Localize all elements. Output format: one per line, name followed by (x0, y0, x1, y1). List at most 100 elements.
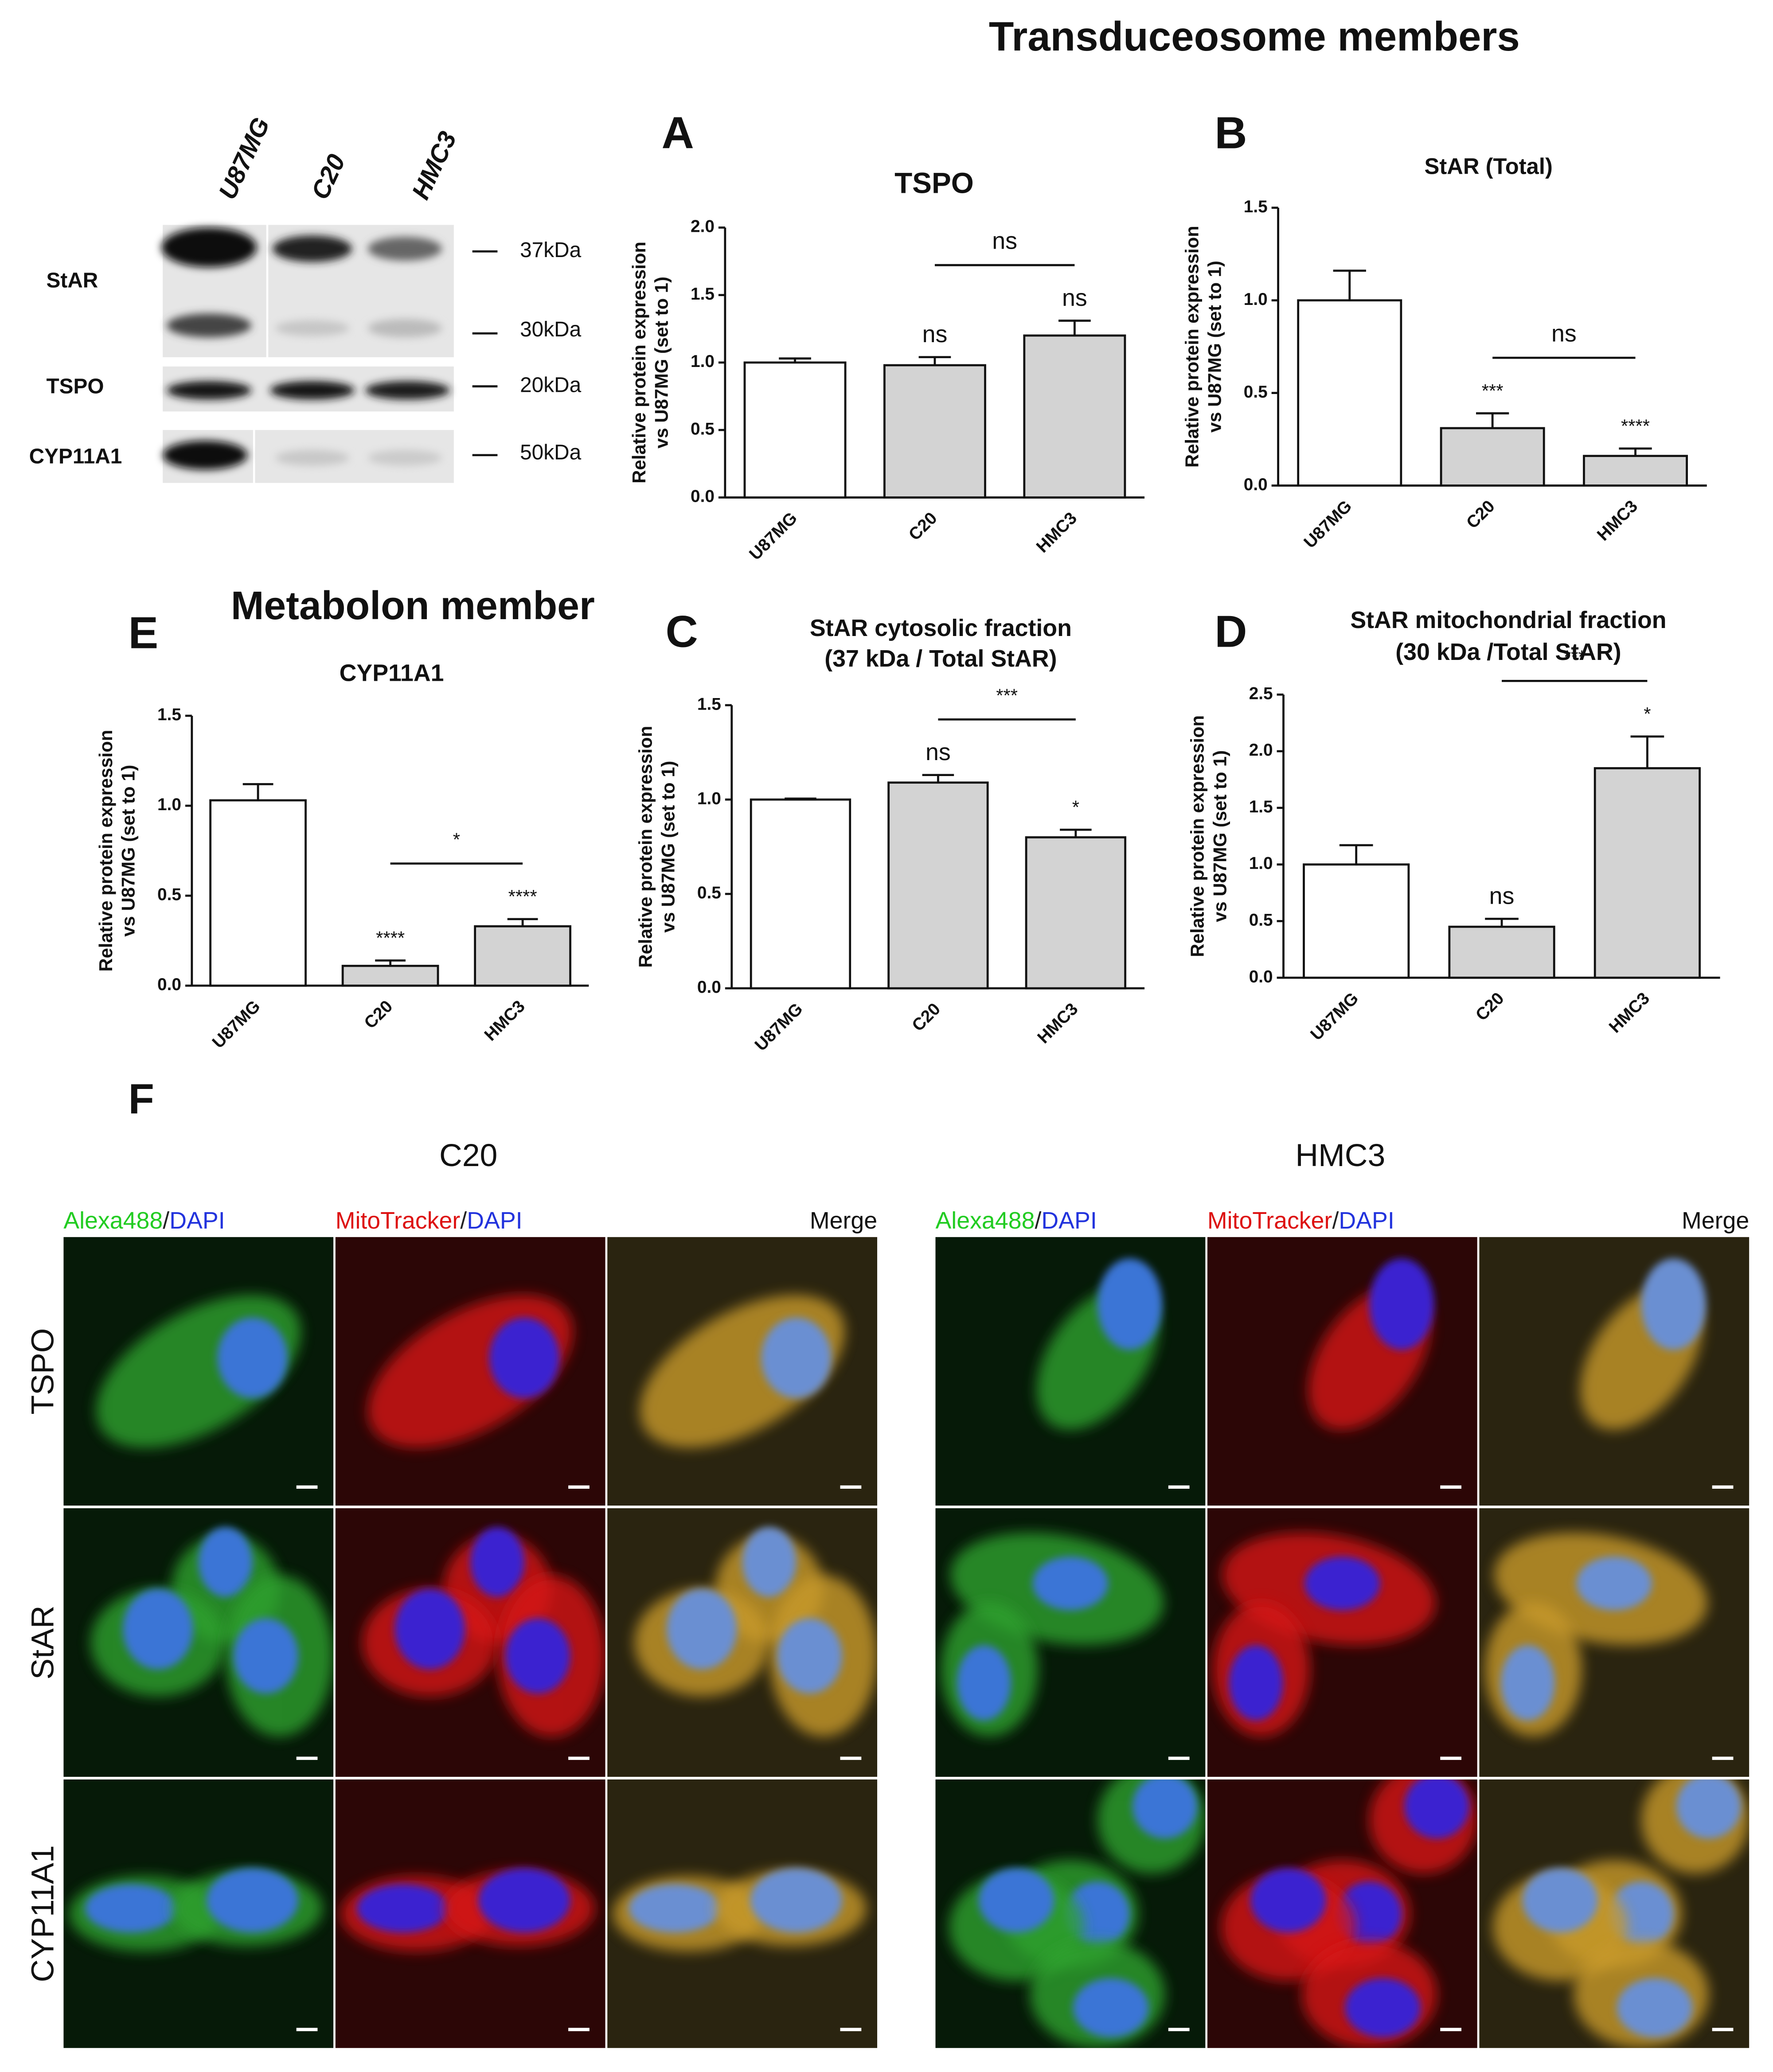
y-tick-label: 0.0 (697, 978, 721, 997)
error-bar (507, 918, 538, 926)
y-axis-label: vs U87MG (set to 1) (657, 761, 678, 933)
cell-nucleus (1404, 1779, 1469, 1839)
bar (1593, 767, 1701, 979)
header-part: DAPI (1339, 1207, 1394, 1234)
bar (743, 361, 847, 499)
y-tick-label: 1.5 (1249, 797, 1273, 816)
header-part: DAPI (1041, 1207, 1097, 1234)
chart-title: CYP11A1 (340, 660, 444, 687)
significance-label: ns (1062, 285, 1087, 311)
y-tick-label: 2.5 (1249, 684, 1273, 703)
error-bar (1060, 828, 1092, 838)
micrograph (335, 1779, 605, 2048)
error-bar (785, 797, 816, 800)
marker-label: 20kDa (520, 373, 581, 397)
y-tick-label: 1.0 (157, 795, 181, 814)
bar (1297, 299, 1402, 487)
cell-nucleus (470, 1527, 524, 1597)
y-axis-label: Relative protein expression (629, 242, 649, 484)
header-part: / (1332, 1207, 1339, 1234)
cell-nucleus (957, 1645, 1011, 1721)
bar (1023, 334, 1126, 499)
micrograph (1479, 1508, 1750, 1777)
cell-nucleus (217, 1317, 288, 1398)
cell-nucleus (1304, 1557, 1380, 1611)
bar (1303, 863, 1410, 979)
blot-row-label: CYP11A1 (29, 445, 122, 468)
chart-title: StAR mitochondrial fraction (1350, 607, 1666, 633)
cell-nucleus (777, 1618, 842, 1694)
blot-band (367, 449, 442, 466)
marker-label: 37kDa (520, 238, 581, 262)
bar (341, 964, 439, 987)
cell-nucleus (1032, 1557, 1109, 1611)
column-header: MitoTracker/DAPI (1207, 1207, 1394, 1234)
bar (1025, 836, 1127, 990)
significance-label: ns (1489, 883, 1515, 909)
cell-nucleus (1250, 1868, 1326, 1933)
y-tick-label: 0.0 (691, 487, 715, 506)
error-bar (918, 356, 951, 366)
micrograph (1207, 1508, 1477, 1777)
y-tick-label: 1.0 (1244, 290, 1268, 309)
chart-title: (30 kDa /Total StAR) (1395, 639, 1621, 665)
cell-nucleus (1617, 1978, 1693, 2037)
cell-nucleus (629, 1884, 721, 1933)
cell-nucleus (1522, 1868, 1598, 1933)
cell-nucleus (1576, 1557, 1652, 1611)
error-bar (922, 774, 954, 783)
western-blot: U87MG C20 HMC3 StAR TSPO CYP11A1 37kDa 3… (29, 113, 582, 483)
header-part: Merge (810, 1207, 877, 1234)
panel-letter: D (1215, 606, 1247, 657)
significance-label: **** (1621, 415, 1650, 436)
y-tick-label: 0.5 (697, 883, 721, 902)
error-bar (242, 783, 273, 800)
blot-band (272, 235, 352, 262)
micrograph (607, 1779, 878, 2048)
micrograph (1207, 1237, 1477, 1506)
bar (1448, 925, 1555, 979)
group-label: C20 (439, 1138, 497, 1173)
micrograph (935, 1779, 1206, 2048)
bracket-label: *** (1564, 647, 1586, 667)
blot-band (167, 381, 252, 400)
panel-letter: B (1215, 107, 1247, 158)
significance-label: * (1644, 703, 1651, 724)
cell-nucleus (667, 1588, 737, 1670)
micrograph (63, 1779, 334, 2048)
header-part: MitoTracker (336, 1207, 461, 1234)
cell-nucleus (233, 1618, 299, 1694)
panel-letter: C (665, 606, 698, 657)
blot-band (269, 381, 355, 400)
column-header: Merge (810, 1207, 877, 1234)
y-tick-label: 1.0 (697, 789, 721, 808)
micrograph (1479, 1237, 1750, 1506)
panel-letter: A (662, 107, 694, 158)
y-tick-label: 0.0 (1249, 967, 1273, 986)
blot-row-label: StAR (46, 269, 98, 292)
header-part: Merge (1682, 1207, 1749, 1234)
y-axis-label: vs U87MG (set to 1) (651, 277, 672, 449)
marker-label: 30kDa (520, 318, 581, 341)
y-tick-label: 1.5 (1244, 197, 1268, 216)
column-header: Merge (1682, 1207, 1749, 1234)
bar (750, 798, 851, 990)
error-bar (1485, 917, 1519, 927)
y-tick-label: 0.0 (157, 975, 181, 994)
y-tick-label: 1.5 (157, 705, 181, 724)
y-axis-label: vs U87MG (set to 1) (118, 765, 139, 937)
y-tick-label: 1.5 (691, 285, 715, 304)
significance-label: ns (926, 739, 951, 765)
header-part: Alexa488 (935, 1207, 1035, 1234)
cell-nucleus (357, 1884, 449, 1933)
header-part: / (1035, 1207, 1041, 1234)
cell-nucleus (1133, 1779, 1198, 1839)
cell-nucleus (761, 1317, 832, 1398)
cell-nucleus (1369, 1258, 1434, 1350)
y-tick-label: 1.5 (697, 695, 721, 714)
row-label: StAR (25, 1605, 60, 1679)
bar (883, 364, 986, 499)
micrograph (1207, 1779, 1477, 2048)
